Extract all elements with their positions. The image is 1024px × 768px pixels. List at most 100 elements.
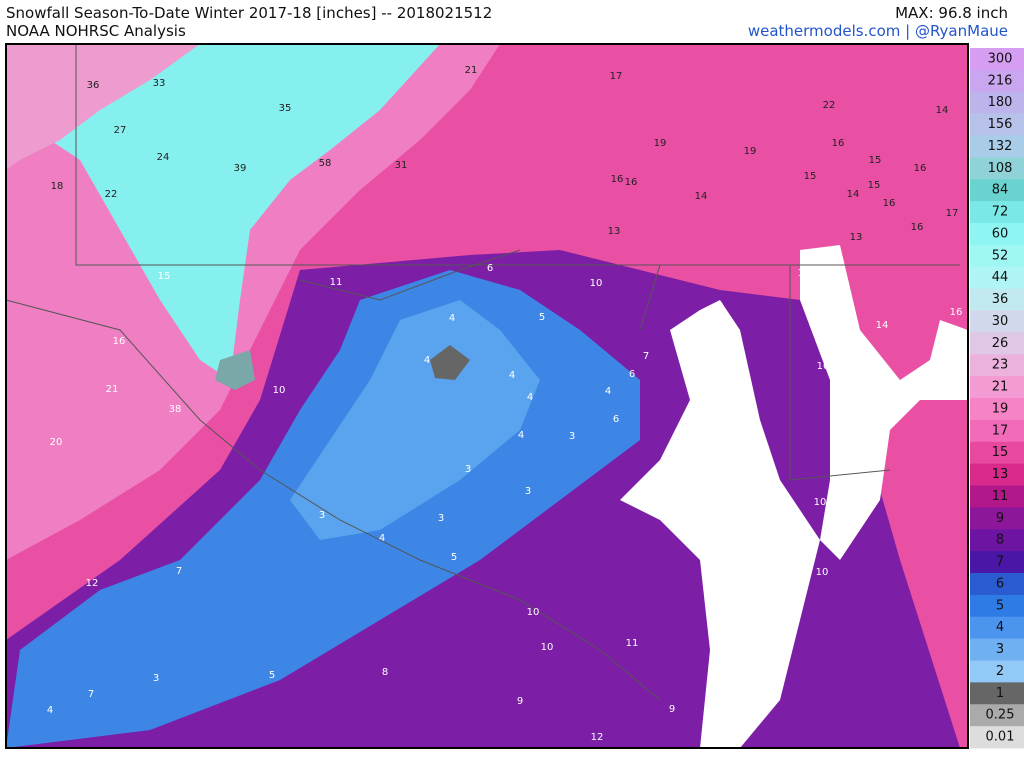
legend-swatch	[970, 463, 1024, 486]
legend-swatch	[970, 573, 1024, 596]
map-label: 10	[541, 642, 554, 653]
legend-swatch	[970, 726, 1024, 749]
legend-swatch	[970, 113, 1024, 136]
map-label: 15	[158, 271, 171, 282]
legend-label: 26	[992, 336, 1009, 351]
legend-swatch	[970, 135, 1024, 158]
credit[interactable]: weathermodels.com | @RyanMaue	[747, 22, 1008, 40]
legend-label: 7	[996, 555, 1004, 570]
subtitle: NOAA NOHRSC Analysis	[6, 22, 186, 40]
legend-swatch	[970, 288, 1024, 311]
map-label: 5	[539, 312, 545, 323]
legend-swatch	[970, 157, 1024, 180]
map-label: 35	[279, 103, 292, 114]
map-label: 5	[269, 670, 275, 681]
legend-swatch	[970, 441, 1024, 465]
map-label: 10	[816, 567, 829, 578]
map-label: 16	[950, 307, 963, 318]
map-label: 9	[517, 696, 523, 707]
map-label: 11	[626, 638, 639, 649]
legend-label: 216	[988, 73, 1013, 88]
legend-label: 0.01	[986, 730, 1015, 745]
map-label: 12	[798, 268, 811, 279]
legend-label: 60	[992, 226, 1009, 241]
legend-label: 72	[992, 205, 1009, 220]
map-label: 20	[50, 437, 63, 448]
map-field	[6, 44, 968, 748]
legend-label: 11	[992, 489, 1009, 504]
legend-label: 132	[988, 139, 1013, 154]
map-label: 18	[51, 181, 64, 192]
map-label: 4	[424, 355, 430, 366]
map-label: 3	[438, 513, 444, 524]
map-label: 9	[681, 326, 687, 337]
map-label: 7	[643, 351, 649, 362]
map-label: 21	[106, 384, 119, 395]
map-label: 6	[629, 369, 635, 380]
map-label: 19	[654, 138, 667, 149]
map-label: 21	[465, 65, 478, 76]
legend-swatch	[970, 91, 1024, 115]
map-label: 22	[823, 100, 836, 111]
map-label: 33	[153, 78, 166, 89]
map-label: 13	[608, 226, 621, 237]
legend-swatch	[970, 594, 1024, 618]
legend-label: 300	[988, 51, 1013, 66]
map-label: 6	[487, 263, 493, 274]
map-label: 8	[717, 301, 723, 312]
map-label: 16	[113, 336, 126, 347]
legend-label: 23	[992, 358, 1009, 373]
legend-label: 30	[992, 314, 1009, 329]
map-label: 12	[591, 732, 604, 743]
map-label: 7	[88, 689, 94, 700]
map-label: 16	[833, 437, 846, 448]
legend-label: 9	[996, 511, 1004, 526]
legend-label: 19	[992, 401, 1009, 416]
map-label: 4	[605, 386, 611, 397]
legend-label: 4	[996, 620, 1004, 635]
legend-swatch	[970, 69, 1024, 93]
map-label: 8	[382, 667, 388, 678]
map-label: 10	[273, 385, 286, 396]
legend-label: 52	[992, 248, 1009, 263]
legend-swatch	[970, 332, 1024, 355]
legend-swatch	[970, 201, 1024, 224]
map-label: 19	[744, 146, 757, 157]
legend-label: 108	[988, 161, 1013, 176]
map-label: 3	[465, 464, 471, 475]
map-label: 14	[876, 320, 889, 331]
map-label: 16	[911, 222, 924, 233]
legend-label: 8	[996, 533, 1004, 548]
map-label: 4	[449, 313, 455, 324]
legend-label: 17	[992, 423, 1009, 438]
map-label: 3	[153, 673, 159, 684]
map-label: 16	[914, 163, 927, 174]
legend-swatch	[970, 638, 1024, 661]
map-label: 24	[157, 152, 170, 163]
legend-label: 1	[996, 686, 1004, 701]
map-label: 22	[105, 189, 118, 200]
map-label: 3	[525, 486, 531, 497]
map-label: 15	[868, 180, 881, 191]
map-label: 4	[379, 533, 385, 544]
map-label: 10	[527, 607, 540, 618]
map-label: 27	[114, 125, 127, 136]
legend-swatch	[970, 48, 1024, 71]
legend-swatch	[970, 682, 1024, 705]
map-label: 58	[319, 158, 332, 169]
max-value: MAX: 96.8 inch	[895, 4, 1008, 22]
legend-label: 44	[992, 270, 1009, 285]
map-label: 14	[695, 191, 708, 202]
map-label: 10	[773, 616, 786, 627]
legend-label: 0.25	[986, 708, 1015, 723]
legend-swatch	[970, 551, 1024, 574]
map-label: 3	[319, 510, 325, 521]
map-label: 11	[330, 277, 343, 288]
map-label: 10	[817, 361, 830, 372]
map-label: 3	[569, 431, 575, 442]
legend-swatch	[970, 398, 1024, 421]
legend-label: 13	[992, 467, 1009, 482]
map-label: 12	[86, 578, 99, 589]
map-label: 10	[590, 278, 603, 289]
legend-swatch	[970, 507, 1024, 530]
